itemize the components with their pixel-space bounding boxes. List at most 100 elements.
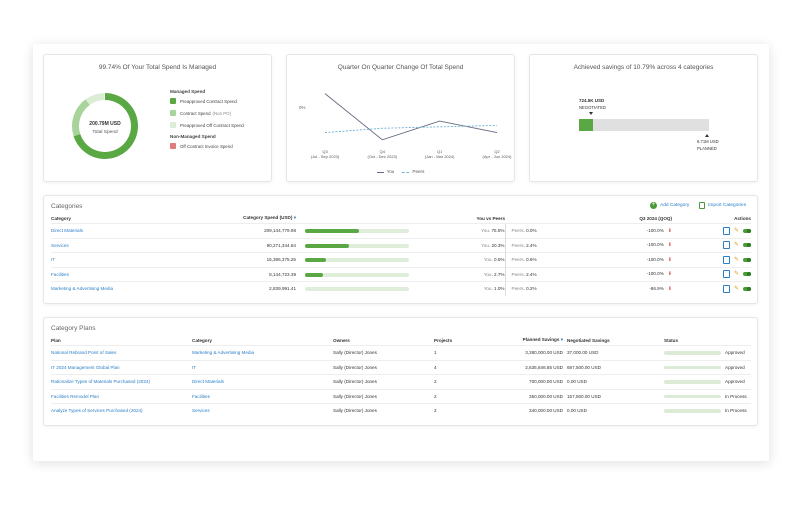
plan-category-link[interactable]: Direct Materials xyxy=(192,379,224,385)
negotiated-marker-icon xyxy=(589,112,593,115)
category-spend: 90,271,344.64 xyxy=(171,237,296,253)
categories-header-row: Category Category Spend (USD) ▾ You vs P… xyxy=(51,213,751,224)
qoq-x-tick: Q1 (Jan - Mar 2024) xyxy=(420,149,460,159)
plan-link[interactable]: Facilities Remodel Plan xyxy=(51,393,99,399)
plan-link[interactable]: National Rebrand Point of Sales xyxy=(51,350,117,356)
col-category: Category xyxy=(51,215,71,221)
toggle-knob xyxy=(747,272,751,277)
categories-card: Categories + Add Category Import Categor… xyxy=(43,195,758,304)
plan-owner: Sally (Director) Jones xyxy=(333,403,434,418)
qoq-x-tick-range: (Jan - Mar 2024) xyxy=(424,154,455,159)
plan-status: In Process xyxy=(725,408,747,414)
savings-track xyxy=(579,119,709,131)
plan-link[interactable]: Analyze Types of Services Purchased (202… xyxy=(51,408,143,414)
status-bar xyxy=(664,351,721,355)
category-spend: 2,839,991.41 xyxy=(171,281,296,296)
col-plan: Plan xyxy=(51,337,61,343)
toggle-icon[interactable] xyxy=(743,228,751,233)
legend-label: Preapproved Off Contract Spend xyxy=(180,122,244,128)
plan-projects: 2 xyxy=(434,403,512,418)
edit-pencil-icon[interactable]: ✎ xyxy=(733,271,739,278)
savings-title: Achieved savings of 10.79% across 4 cate… xyxy=(573,64,714,71)
category-row: Services 90,271,344.64 You. 20.3% Peers. 2.… xyxy=(51,237,751,253)
edit-pencil-icon[interactable]: ✎ xyxy=(733,242,739,249)
down-arrow-icon: ⬇ xyxy=(667,242,672,249)
clipboard-icon[interactable] xyxy=(722,241,730,250)
non-managed-legend-item: Off Contract Invoice Spend xyxy=(170,143,270,149)
category-link[interactable]: IT xyxy=(51,257,56,263)
clipboard-icon[interactable] xyxy=(722,270,730,279)
qoq-change: -100.0% xyxy=(646,227,664,233)
plan-link[interactable]: IT 2024 Management Global Plan xyxy=(51,364,120,370)
plan-projects: 4 xyxy=(434,359,512,375)
series-line-you xyxy=(324,93,498,141)
clipboard-icon[interactable] xyxy=(722,226,730,235)
plan-negotiated: 37,000.00 USD xyxy=(567,345,664,360)
spend-bar xyxy=(305,243,409,248)
category-link[interactable]: Facilities xyxy=(51,271,69,277)
managed-spend-card: 99.74% Of Your Total Spend Is Managed 20… xyxy=(43,54,272,182)
add-category-button[interactable]: + Add Category xyxy=(650,202,689,209)
clipboard-icon[interactable] xyxy=(722,284,730,293)
col-owners: Owners xyxy=(333,337,350,343)
category-link[interactable]: Marketing & Advertising Media xyxy=(51,286,114,292)
edit-pencil-icon[interactable]: ✎ xyxy=(733,285,739,292)
category-plans-card: Category Plans Plan Category Owners Proj… xyxy=(43,317,758,426)
clipboard-icon[interactable] xyxy=(722,255,730,264)
toggle-icon[interactable] xyxy=(743,286,751,291)
category-spend: 8,144,723.39 xyxy=(171,266,296,282)
qoq-x-tick-range: (Apr - Jun 2024) xyxy=(482,154,512,159)
import-categories-button[interactable]: Import Categories xyxy=(699,202,746,209)
peers-label: Peers xyxy=(511,242,524,248)
qoq-x-tick: Q2 (Apr - Jun 2024) xyxy=(477,149,517,159)
col-spend[interactable]: Category Spend (USD) ▾ xyxy=(171,213,296,224)
qoq-change: -86.9% xyxy=(649,285,664,291)
plan-category-link[interactable]: Services xyxy=(192,408,210,414)
peers-share: 0.2% xyxy=(526,286,537,292)
toggle-icon[interactable] xyxy=(743,272,751,277)
qoq-legend: You Peers xyxy=(287,169,514,174)
import-categories-label: Import Categories xyxy=(708,203,747,208)
legend-swatch xyxy=(170,122,176,128)
col-status: Status xyxy=(664,337,679,343)
peers-share: 0.0% xyxy=(526,228,537,234)
qoq-x-tick-quarter: Q2 xyxy=(494,149,500,154)
col-plan-category: Category xyxy=(192,337,212,343)
plan-status: In Process xyxy=(725,393,747,399)
category-link[interactable]: Services xyxy=(51,242,69,248)
category-link[interactable]: Direct Materials xyxy=(51,228,83,234)
legend-note: (Non PO) xyxy=(212,110,232,116)
managed-heading: Managed Spend xyxy=(170,89,206,94)
status-bar xyxy=(664,409,721,413)
peers-share: 2.4% xyxy=(526,242,537,248)
plan-owner: Sally (Director) Jones xyxy=(333,374,434,389)
toggle-icon[interactable] xyxy=(743,257,751,262)
plan-row: Rationalize Types of Materials Purchased… xyxy=(51,374,751,389)
plan-negotiated: 157,500.00 USD xyxy=(567,388,664,404)
qoq-x-tick-range: (Jul - Sep 2023) xyxy=(310,154,340,159)
plan-negotiated: 0.00 USD xyxy=(567,403,664,418)
col-negotiated: Negotiated Savings xyxy=(567,337,610,343)
plus-circle-icon: + xyxy=(650,202,657,209)
down-arrow-icon: ⬇ xyxy=(667,256,672,263)
qoq-change: -100.0% xyxy=(646,242,664,248)
col-projects: Projects xyxy=(434,337,453,343)
col-planned[interactable]: Planned Savings ▾ xyxy=(512,335,567,346)
spend-bar-fill xyxy=(305,258,326,263)
plan-link[interactable]: Rationalize Types of Materials Purchased… xyxy=(51,379,150,385)
plan-planned: 340,000.00 USD xyxy=(512,403,567,418)
spend-bar xyxy=(305,272,409,277)
managed-legend: Managed Spend Preapproved Contract Spend… xyxy=(170,89,270,155)
toggle-knob xyxy=(747,228,751,233)
legend-label: Preapproved Contract Spend xyxy=(180,98,237,104)
plan-category-link[interactable]: IT xyxy=(192,364,197,370)
toggle-icon[interactable] xyxy=(743,243,751,248)
edit-pencil-icon[interactable]: ✎ xyxy=(733,256,739,263)
donut-segment xyxy=(85,93,105,105)
plan-category-link[interactable]: Marketing & Advertising Media xyxy=(192,350,255,356)
plan-row: Facilities Remodel Plan Facilities Sally (… xyxy=(51,388,751,404)
managed-legend-item: Preapproved Contract Spend xyxy=(170,98,270,104)
toggle-knob xyxy=(747,243,751,248)
plan-category-link[interactable]: Facilities xyxy=(192,393,210,399)
edit-pencil-icon[interactable]: ✎ xyxy=(733,227,739,234)
